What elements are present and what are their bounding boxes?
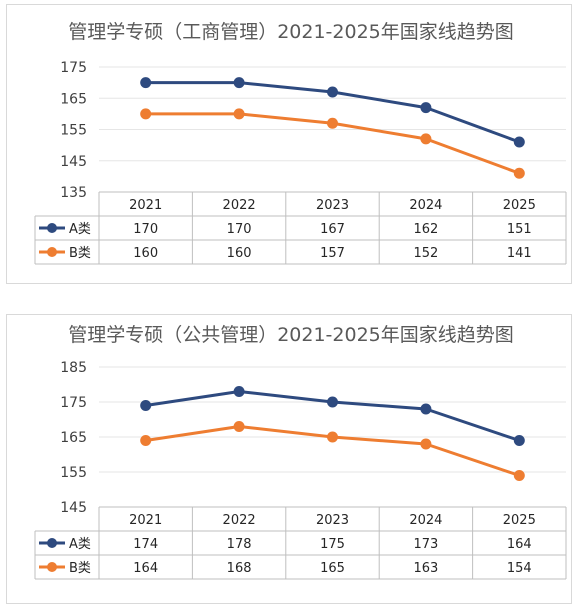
category-label: 2024 [409,198,442,213]
data-point [327,396,338,408]
data-table-value: 168 [227,561,252,576]
legend-label-0: A类 [69,222,91,237]
y-tick-label: 145 [60,154,87,170]
data-table-value: 175 [320,537,345,552]
data-table-value: 157 [320,246,345,261]
line-chart-business-admin: 管理学专硕（工商管理）2021-2025年国家线趋势图 135 145 155 165 1… [34,21,567,265]
data-table-value: 178 [227,537,252,552]
y-tick-label: 155 [60,465,87,481]
legend-label-1: B类 [69,246,91,261]
legend-marker-0 [47,223,57,233]
data-point [327,117,338,129]
y-tick-label: 175 [60,395,87,411]
line-chart-public-admin: 管理学专硕（公共管理）2021-2025年国家线趋势图 145 155 165 175 1… [34,324,567,580]
data-point [420,403,432,415]
data-point [233,108,245,120]
y-tick-label: 155 [60,123,87,139]
data-point [140,108,152,120]
data-table-value: 154 [507,561,532,576]
data-point [233,77,245,89]
chart-title: 管理学专硕（公共管理）2021-2025年国家线趋势图 [68,324,514,346]
data-point [420,102,432,114]
category-label: 2022 [223,513,256,528]
y-tick-label: 175 [60,60,87,76]
data-point [513,470,525,481]
data-table-value: 173 [413,537,438,552]
y-tick-label: 185 [60,360,87,376]
data-point [513,167,525,179]
data-point [327,86,338,98]
data-table-value: 165 [320,561,345,576]
category-label: 2021 [129,513,162,528]
category-label: 2022 [223,198,256,213]
category-label: 2023 [316,198,349,213]
data-table-value: 141 [507,246,532,261]
data-point [233,421,245,432]
category-label: 2024 [409,513,442,528]
y-tick-label: 165 [60,430,87,446]
data-point [420,438,432,450]
data-table-value: 174 [133,537,158,552]
data-table-value: 151 [507,222,532,237]
data-point [513,435,525,446]
data-table-value: 152 [413,246,438,261]
y-tick-label: 145 [60,500,87,516]
legend-label-0: A类 [69,537,91,552]
chart-panel-business-admin: 管理学专硕（工商管理）2021-2025年国家线趋势图 135 145 155 165 1… [6,4,572,284]
data-point [140,435,152,446]
data-table-value: 164 [133,561,158,576]
data-table-value: 170 [133,222,158,237]
y-tick-label: 135 [60,185,87,201]
chart-panel-public-admin: 管理学专硕（公共管理）2021-2025年国家线趋势图 145 155 165 175 1… [6,314,572,604]
legend-label-1: B类 [69,561,91,576]
data-point [327,431,338,443]
data-table-value: 163 [413,561,438,576]
data-point [233,386,245,397]
category-label: 2023 [316,513,349,528]
category-label: 2021 [129,198,162,213]
chart-title: 管理学专硕（工商管理）2021-2025年国家线趋势图 [68,21,514,43]
y-tick-label: 165 [60,91,87,107]
data-point [140,77,152,89]
data-table-value: 160 [227,246,252,261]
data-point [140,400,152,411]
data-table-value: 167 [320,222,345,237]
legend-marker-1 [47,247,57,257]
data-table-value: 170 [227,222,252,237]
data-point [513,136,525,148]
data-table-value: 162 [413,222,438,237]
data-table-value: 164 [507,537,532,552]
legend-marker-1 [47,562,57,572]
data-table-value: 160 [133,246,158,261]
legend-marker-0 [47,538,57,548]
category-label: 2025 [503,198,536,213]
category-label: 2025 [503,513,536,528]
data-point [420,133,432,145]
